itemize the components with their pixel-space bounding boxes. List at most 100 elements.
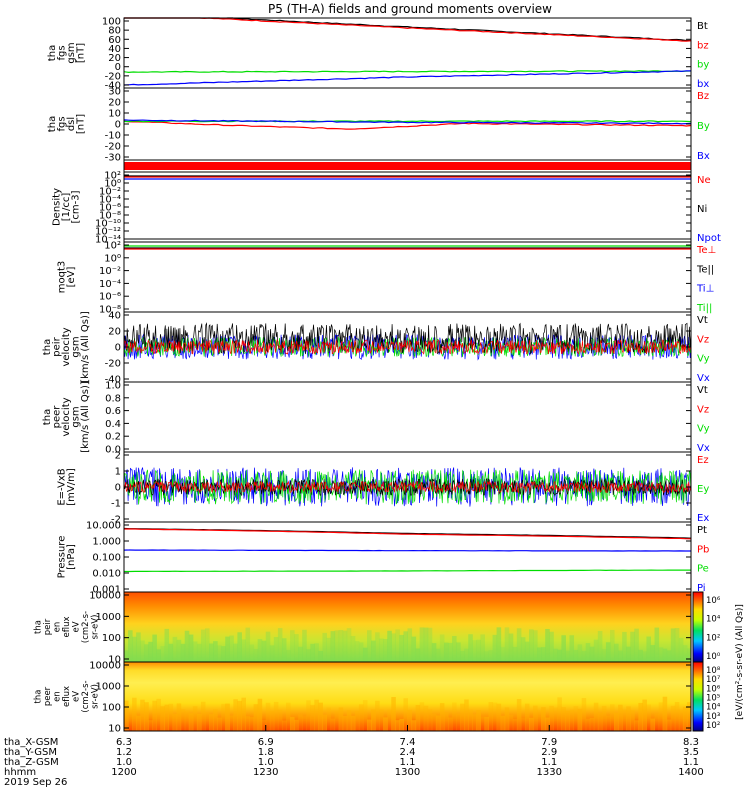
y-axis-label-line: tha [42,409,53,425]
legend-entry: bz [697,40,709,51]
y-axis-label-line: E=-VxB [56,468,67,505]
spectrogram-stripe [322,714,327,731]
legend-entry: Vy [697,424,710,435]
y-tick-label: -20 [105,142,121,153]
spectrogram-stripe [545,717,550,731]
spectrogram-stripe [160,706,165,731]
spectrogram-stripe [585,643,591,662]
spectrogram-stripe [504,707,510,731]
spectrogram-stripe [281,638,287,662]
y-axis-label-line: gsm [71,406,82,427]
y-tick-label: -10 [105,131,121,142]
series-line-bz [123,120,692,130]
spectrogram-stripe [367,630,372,662]
y-tick-label: -40 [105,375,121,386]
spectrogram-stripe [642,699,647,731]
spectrogram-stripe [496,703,502,731]
spectrogram-stripe [496,627,502,662]
spectrogram-stripe [241,639,246,662]
spectrogram-stripe [326,637,332,662]
x-axis-value: 1330 [537,767,562,778]
y-axis-label-line: [nT] [75,114,86,134]
x-axis-value: 1400 [678,767,703,778]
spectrogram-stripe [581,650,587,662]
spectrogram-stripe [257,639,263,662]
spectrogram-stripe [245,716,251,731]
spectrogram-stripe [371,709,376,731]
spectrogram-stripe [334,630,340,662]
y-axis-label-line: (cm2-s- [81,611,91,643]
spectrogram-stripe [448,717,453,731]
x-axis-value: 2.9 [541,747,557,758]
spectrogram-stripe [314,699,319,731]
y-axis-label-line: gsm [66,42,77,63]
colorbar-tick: 10⁵ [706,694,720,704]
colorbar-tick: 10⁸ [706,666,721,676]
spectrogram-stripe [460,703,465,731]
spectrogram-stripe [573,649,579,662]
spectrogram-stripe [265,631,271,662]
y-tick-label: 0.001 [92,585,121,596]
x-axis-value: 7.9 [541,737,557,748]
y-axis-label-line: eflux [62,616,72,637]
y-axis-label: Density[1/cc][cm-3] [52,188,82,226]
legend-entry: Pe [697,564,709,575]
spectrogram-stripe [589,718,595,731]
spectrogram-stripe [577,644,583,662]
spectrogram-stripe [541,647,546,662]
y-axis-label: Pressure[nPa] [56,536,77,579]
spectrogram-stripe [253,704,259,731]
spectrogram-stripe [448,642,453,662]
spectrogram-stripe [678,709,684,731]
spectrogram-stripe [196,643,202,662]
spectrogram-stripe [589,646,595,662]
y-axis-label-line: moqt3 [56,261,67,294]
spectrogram-stripe [277,628,283,662]
spectrogram-stripe [646,704,651,731]
y-tick-label: 10⁻⁸ [99,305,121,316]
spectrogram-stripe [529,629,534,662]
spectrogram-stripe [205,628,210,662]
x-axis-value: 7.4 [400,737,416,748]
colorbar-tick: 10⁷ [706,675,721,685]
spectrogram-stripe [569,709,575,731]
spectrogram-stripe [403,631,408,662]
spectrogram-stripe [537,647,542,662]
spectrogram-stripe [314,643,319,662]
spectrogram-stripe [269,710,275,731]
spectrogram-stripe [196,713,202,731]
y-axis-label-line: peer [52,405,63,429]
spectrogram-stripe [650,645,656,662]
spectrogram-stripe [213,641,218,662]
spectrogram-stripe [415,648,421,662]
x-axis-row-label: tha_Y-GSM [4,747,57,758]
spectrogram-stripe [634,720,639,731]
spectrogram-stripe [140,699,145,731]
spectrogram-stripe [435,715,441,731]
colorbar-tick: 10² [706,633,720,643]
spectrogram-stripe [597,630,603,662]
spectrogram-stripe [273,701,279,731]
spectrogram-stripe [124,650,129,662]
spectrogram-stripe [650,718,656,731]
x-axis-value: 1.1 [683,757,699,768]
legend-entry: Ne [697,175,711,186]
y-axis-label-line: en [53,691,63,702]
spectrogram-stripe [156,698,161,731]
spectrogram-stripe [358,704,364,731]
spectrogram-stripe [593,702,599,731]
y-axis-label-line: [1/cc] [61,193,72,222]
spectrogram-stripe [233,699,238,731]
x-axis-value: 3.5 [683,747,699,758]
spectrogram-stripe [464,648,469,662]
y-tick-label: 2 [115,451,121,462]
spectrogram-stripe [472,640,477,662]
legend-entry: Pb [697,544,709,555]
y-tick-label: 0 [115,343,121,354]
y-axis-label-line: eV [72,691,82,702]
spectrogram-stripe [565,650,570,662]
spectrogram-stripe [431,643,437,662]
legend-entry: Bz [697,91,709,102]
spectrogram-stripe [443,642,449,662]
spectrogram-stripe [427,627,433,662]
